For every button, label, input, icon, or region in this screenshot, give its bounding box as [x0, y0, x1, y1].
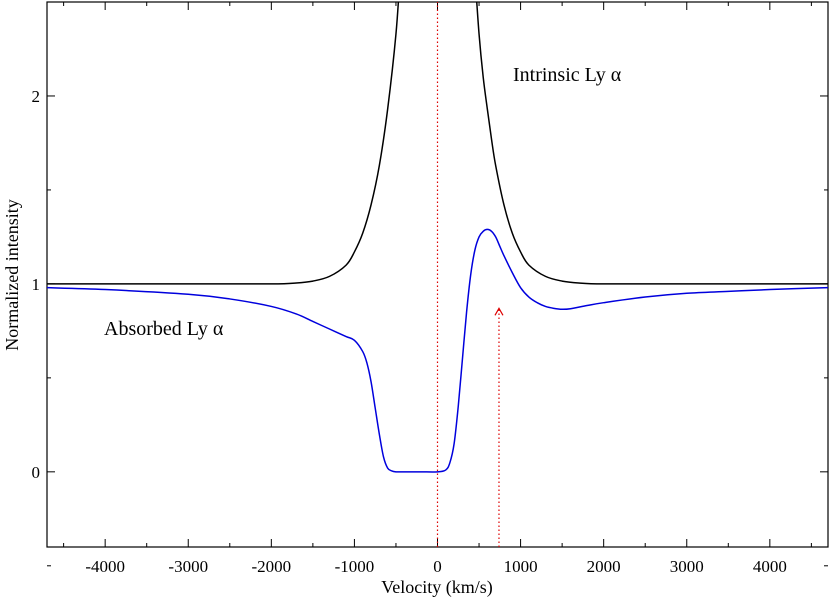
y-tick-label: 1	[32, 275, 41, 294]
x-tick-label: -4000	[85, 557, 125, 576]
absorbed-series-label: Absorbed Ly α	[104, 318, 224, 340]
intrinsic-series-label: Intrinsic Ly α	[513, 64, 622, 86]
velocity-arrow-head	[494, 307, 504, 316]
x-tick-label: 1000	[504, 557, 538, 576]
absorbed-series-line	[47, 228, 828, 473]
y-tick-label: 2	[32, 87, 41, 106]
x-tick-label: 0	[433, 557, 442, 576]
x-tick-label: 3000	[670, 557, 704, 576]
x-tick-label: -2000	[251, 557, 291, 576]
y-tick-label: 0	[32, 463, 41, 482]
x-tick-label: -3000	[168, 557, 208, 576]
plot-area	[47, 2, 828, 547]
x-axis-title: Velocity (km/s)	[381, 577, 492, 598]
x-axis-ticks: -4000 -3000 -2000 -1000 0 1000 2000 3000 4000	[63, 2, 812, 576]
y-axis-title: Normalized intensity	[2, 199, 22, 350]
x-tick-label: 4000	[753, 557, 787, 576]
intrinsic-series-line	[47, 2, 828, 285]
x-tick-label: 2000	[587, 557, 621, 576]
x-tick-label: -1000	[335, 557, 375, 576]
